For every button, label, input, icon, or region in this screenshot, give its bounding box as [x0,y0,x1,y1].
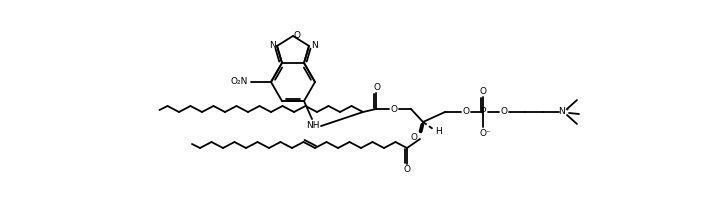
Text: O⁻: O⁻ [479,128,491,138]
Text: N: N [268,41,275,50]
Text: O: O [390,105,397,113]
Text: O₂N: O₂N [230,77,248,85]
Text: P: P [480,107,486,117]
Text: N⁺: N⁺ [558,107,570,117]
Text: O: O [479,87,486,97]
Text: N: N [311,41,318,50]
Text: O: O [462,107,469,117]
Text: O: O [404,166,410,174]
Text: O: O [294,31,301,40]
Text: O: O [410,133,417,143]
Text: O: O [373,84,381,92]
Text: O: O [501,107,508,117]
Text: H: H [436,127,443,135]
Text: NH: NH [306,121,320,130]
